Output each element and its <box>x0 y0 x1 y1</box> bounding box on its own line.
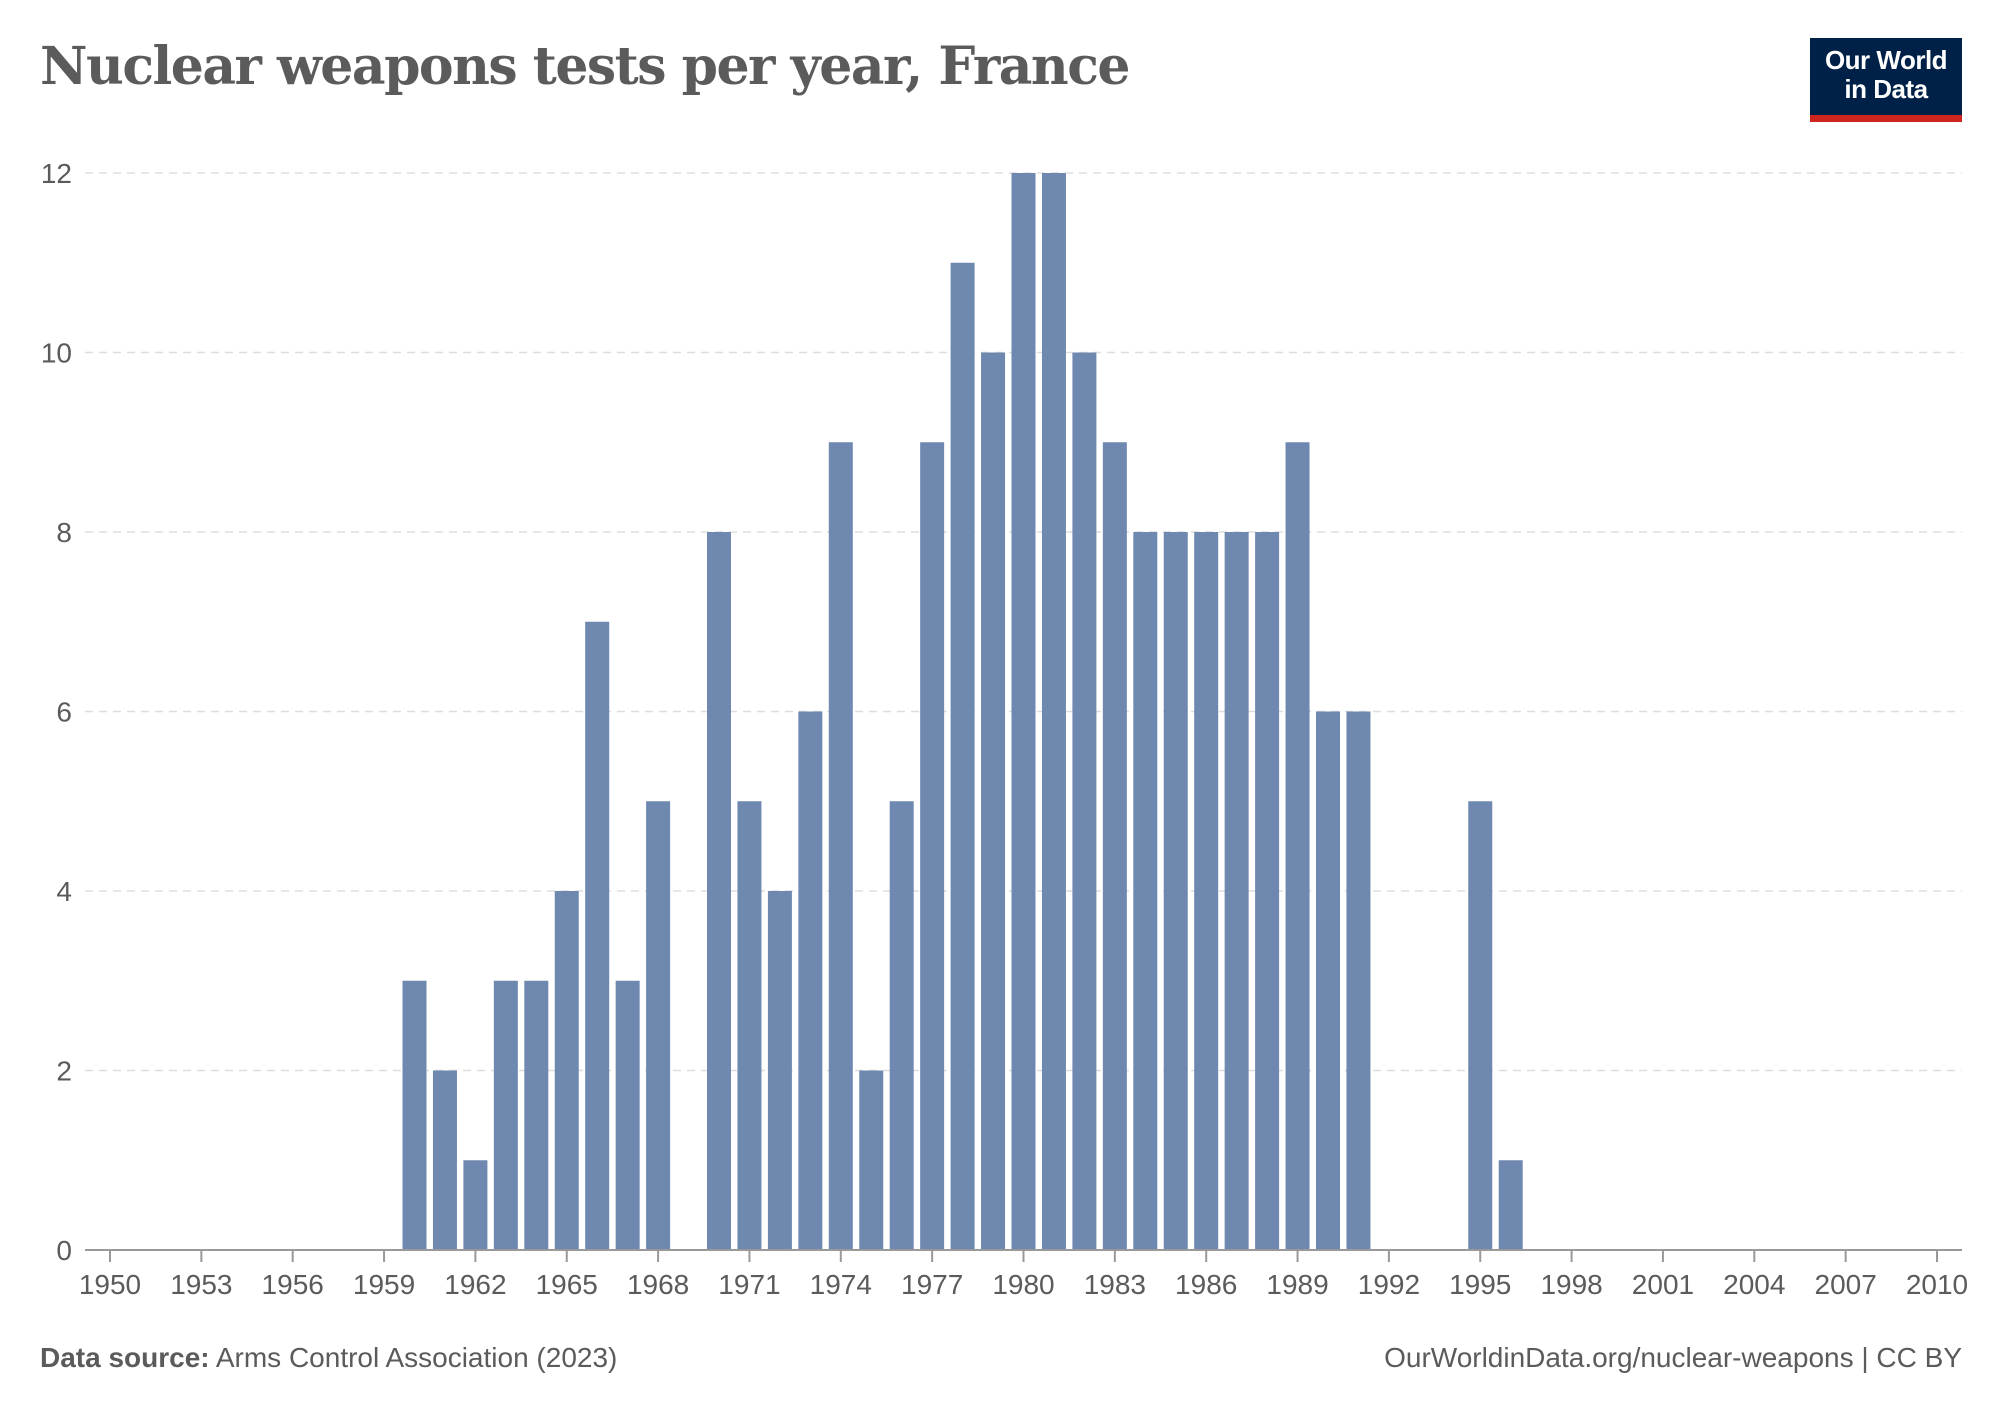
x-tick-label: 1950 <box>79 1269 141 1300</box>
bar-1986[interactable] <box>1194 532 1219 1250</box>
bar-1988[interactable] <box>1255 532 1280 1250</box>
bar-1974[interactable] <box>828 442 853 1250</box>
x-tick-label: 1953 <box>170 1269 232 1300</box>
bar-1991[interactable] <box>1346 711 1371 1251</box>
x-tick-label: 2010 <box>1906 1269 1968 1300</box>
owid-logo[interactable]: Our World in Data <box>1810 38 1962 122</box>
bar-1979[interactable] <box>981 352 1006 1251</box>
bar-1990[interactable] <box>1316 711 1340 1251</box>
bar-1989[interactable] <box>1285 442 1310 1250</box>
x-tick-label: 1968 <box>627 1269 689 1300</box>
bar-1968[interactable] <box>646 801 671 1250</box>
bar-1983[interactable] <box>1102 442 1127 1250</box>
x-tick-label: 1986 <box>1175 1269 1237 1300</box>
bar-1985[interactable] <box>1163 532 1188 1250</box>
bar-1967[interactable] <box>615 980 640 1250</box>
bar-1977[interactable] <box>920 442 945 1250</box>
bar-1975[interactable] <box>859 1070 884 1251</box>
x-tick-label: 1992 <box>1358 1269 1420 1300</box>
x-tick-label: 1965 <box>536 1269 598 1300</box>
x-tick-label: 2004 <box>1723 1269 1785 1300</box>
bar-1976[interactable] <box>889 801 914 1250</box>
bar-1996[interactable] <box>1498 1160 1523 1250</box>
bar-1982[interactable] <box>1072 352 1097 1251</box>
bar-1964[interactable] <box>524 980 549 1250</box>
data-source-label: Data source: <box>40 1342 210 1373</box>
bar-1962[interactable] <box>463 1160 488 1250</box>
bar-1973[interactable] <box>798 711 823 1251</box>
x-tick-label: 1956 <box>262 1269 324 1300</box>
x-tick-label: 2001 <box>1632 1269 1694 1300</box>
bar-1961[interactable] <box>432 1070 457 1251</box>
x-tick-label: 1971 <box>718 1269 780 1300</box>
y-tick-label: 10 <box>41 338 72 369</box>
x-tick-label: 1989 <box>1266 1269 1328 1300</box>
y-tick-label: 6 <box>56 697 72 728</box>
logo-line-1: Our World <box>1824 45 1948 75</box>
x-tick-label: 1983 <box>1084 1269 1146 1300</box>
x-tick-label: 1959 <box>353 1269 415 1300</box>
bar-1987[interactable] <box>1224 532 1249 1250</box>
y-tick-label: 4 <box>56 876 72 907</box>
bar-1965[interactable] <box>554 891 579 1250</box>
y-tick-label: 8 <box>56 517 72 548</box>
y-axis-labels: 0 2 4 6 8 10 12 <box>41 158 72 1266</box>
x-tick-label: 1998 <box>1540 1269 1602 1300</box>
x-tick-label: 1980 <box>992 1269 1054 1300</box>
bar-1963[interactable] <box>493 980 518 1250</box>
bar-1980[interactable] <box>1011 173 1036 1250</box>
bar-1981[interactable] <box>1041 173 1066 1250</box>
x-tick-label: 1977 <box>901 1269 963 1300</box>
y-tick-label: 0 <box>56 1235 72 1266</box>
bar-1972[interactable] <box>767 891 792 1250</box>
data-source-text: Arms Control Association (2023) <box>215 1342 618 1373</box>
bar-1971[interactable] <box>737 801 762 1250</box>
bar-1978[interactable] <box>950 262 975 1250</box>
x-tick-label: 1995 <box>1449 1269 1511 1300</box>
x-axis: 1950 1953 1956 1959 1962 1965 1968 1971 1974 1977… <box>79 1249 1968 1300</box>
data-source: Data source: Arms Control Association (2… <box>40 1342 617 1374</box>
bar-1960[interactable] <box>402 980 427 1250</box>
x-tick-label: 2007 <box>1815 1269 1877 1300</box>
attribution-link[interactable]: OurWorldinData.org/nuclear-weapons | CC … <box>1384 1342 1962 1373</box>
x-tick-label: 1974 <box>810 1269 872 1300</box>
bar-1970[interactable] <box>707 532 731 1250</box>
y-tick-label: 12 <box>41 158 72 189</box>
chart-title: Nuclear weapons tests per year, France <box>40 36 1130 97</box>
bar-1984[interactable] <box>1133 532 1158 1250</box>
logo-line-2: in Data <box>1844 74 1928 104</box>
bars <box>402 173 1523 1251</box>
y-tick-label: 2 <box>56 1056 72 1087</box>
logo-accent-bar <box>1810 115 1962 122</box>
x-tick-label: 1962 <box>444 1269 506 1300</box>
logo-text: Our World in Data <box>1810 46 1962 104</box>
bar-1966[interactable] <box>585 621 610 1250</box>
bar-1995[interactable] <box>1468 801 1493 1250</box>
